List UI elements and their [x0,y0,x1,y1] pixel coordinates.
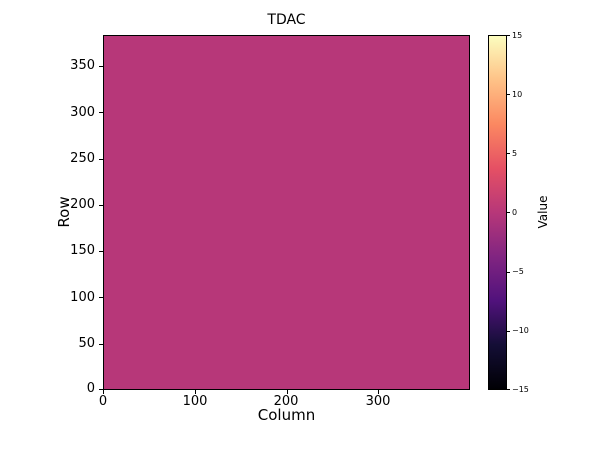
y-tick-mark [99,112,103,113]
colorbar-tick-label: −5 [512,267,524,276]
y-tick-mark [99,251,103,252]
x-tick-mark [287,390,288,394]
y-tick-mark [99,205,103,206]
y-tick-mark [99,344,103,345]
colorbar-tick-mark [507,212,510,213]
y-tick-mark [99,297,103,298]
x-tick-mark [195,390,196,394]
colorbar-gradient [489,36,506,389]
y-tick-mark [99,66,103,67]
colorbar-tick-label: 10 [512,90,523,99]
colorbar-tick-mark [507,272,510,273]
y-tick-mark [99,159,103,160]
y-tick-label: 100 [70,290,95,305]
colorbar-tick-label: −15 [512,385,529,394]
y-tick-label: 300 [70,105,95,120]
y-tick-label: 200 [70,197,95,212]
y-tick-label: 350 [70,58,95,73]
y-tick-label: 150 [70,243,95,258]
colorbar-tick-label: 15 [512,31,523,40]
y-tick-label: 50 [78,336,95,351]
colorbar-tick-mark [507,331,510,332]
x-axis-label: Column [257,406,316,424]
colorbar-tick-mark [507,153,510,154]
y-tick-label: 250 [70,151,95,166]
colorbar-tick-label: 0 [512,208,518,217]
x-tick-label: 200 [273,394,299,409]
colorbar-tick-mark [507,35,510,36]
colorbar-tick-label: 5 [512,149,518,158]
chart-title: TDAC [267,12,306,28]
y-tick-label: 0 [86,381,95,396]
x-tick-label: 0 [98,394,108,409]
colorbar-tick-mark [507,389,510,390]
y-axis-label: Row [55,196,73,228]
heatmap-surface [103,35,470,390]
x-tick-label: 100 [182,394,208,409]
x-tick-mark [103,390,104,394]
colorbar [488,35,507,390]
colorbar-tick-label: −10 [512,326,529,335]
y-tick-mark [99,389,103,390]
colorbar-tick-mark [507,94,510,95]
x-tick-label: 300 [365,394,391,409]
x-tick-mark [378,390,379,394]
colorbar-axis-label: Value [536,195,550,229]
